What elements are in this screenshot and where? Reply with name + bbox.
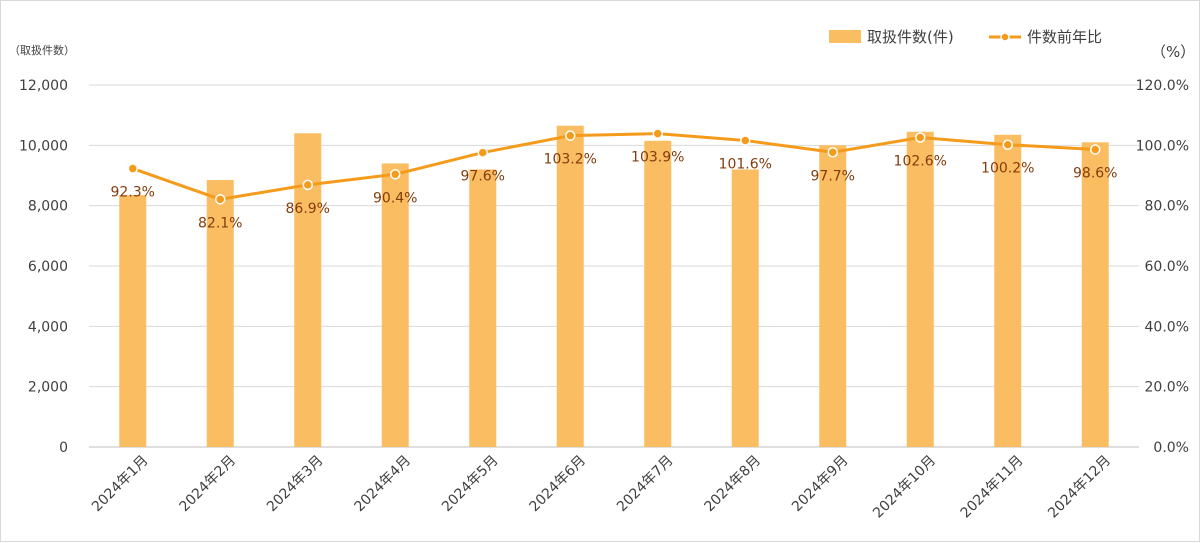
x-tick-label: 2024年11月	[958, 453, 1027, 522]
bar	[119, 195, 147, 447]
y-tick-label: 0	[59, 440, 68, 456]
y-tick-label: 10,000	[19, 138, 68, 154]
bar-series	[119, 125, 1109, 448]
bar	[819, 145, 847, 448]
y2-tick-label: 100.0%	[1136, 138, 1189, 154]
y-axis-left: 0 2,000 4,000 6,000 8,000 10,000 12,000	[19, 78, 68, 456]
y-tick-label: 6,000	[28, 259, 68, 275]
y-axis-right: 0.0% 20.0% 40.0% 60.0% 80.0% 100.0% 120.0%	[1136, 78, 1189, 456]
y2-tick-label: 120.0%	[1136, 78, 1189, 94]
line-point	[127, 163, 138, 174]
gridlines	[89, 84, 1139, 448]
legend: 取扱件数(件) 件数前年比	[829, 28, 1102, 46]
bar	[1081, 142, 1109, 448]
line-point	[1002, 139, 1013, 150]
line-point	[652, 128, 663, 139]
x-tick-label: 2024年8月	[701, 453, 764, 516]
bar	[906, 131, 934, 447]
line-series	[127, 128, 1101, 205]
x-tick-label: 2024年9月	[789, 453, 852, 516]
x-tick-label: 2024年12月	[1045, 453, 1114, 522]
y-tick-label: 12,000	[19, 78, 68, 94]
bar	[731, 169, 759, 447]
x-tick-label: 2024年3月	[264, 453, 327, 516]
line-point	[740, 135, 751, 146]
line-point	[565, 130, 576, 141]
line-point	[302, 179, 313, 191]
line-path	[132, 132, 1096, 201]
data-label: 98.6%	[1073, 166, 1117, 182]
x-tick-label: 2024年6月	[526, 453, 589, 516]
y-tick-label: 4,000	[28, 319, 68, 335]
data-label: 97.6%	[461, 169, 505, 185]
line-point	[827, 147, 838, 158]
bar	[644, 140, 672, 447]
data-label: 103.2%	[544, 152, 597, 168]
data-label: 102.6%	[894, 153, 947, 169]
x-tick-label: 2024年5月	[439, 453, 502, 516]
x-tick-label: 2024年2月	[176, 453, 239, 516]
line-point	[390, 169, 401, 180]
data-label: 90.4%	[373, 190, 417, 206]
bar	[381, 163, 409, 447]
x-axis: 2024年1月 2024年2月 2024年3月 2024年4月 2024年5月 2024年…	[89, 453, 1114, 522]
x-tick-label: 2024年10月	[870, 453, 939, 522]
bar	[469, 169, 497, 447]
legend-bar-label: 取扱件数(件)	[867, 28, 954, 46]
bar	[556, 125, 584, 447]
data-label: 103.9%	[631, 150, 684, 166]
data-label: 101.6%	[719, 157, 772, 173]
data-label: 82.1%	[198, 215, 242, 231]
y2-axis-title: （%）	[1151, 43, 1195, 61]
line-point	[915, 132, 926, 143]
y2-tick-label: 60.0%	[1145, 259, 1189, 275]
line-point	[215, 194, 226, 205]
y-axis-title: （取扱件数）	[9, 43, 75, 57]
y2-tick-label: 0.0%	[1153, 440, 1189, 456]
line-point	[1090, 144, 1101, 155]
x-tick-label: 2024年1月	[89, 453, 152, 516]
data-label: 86.9%	[286, 201, 330, 217]
bar	[206, 180, 234, 447]
data-label: 92.3%	[111, 185, 155, 201]
y2-tick-label: 40.0%	[1145, 319, 1189, 335]
y-tick-label: 8,000	[28, 199, 68, 215]
data-label: 100.2%	[981, 161, 1034, 177]
bar	[994, 134, 1022, 447]
data-labels: 92.3% 82.1% 86.9% 90.4% 97.6% 103.2% 103.9% 101…	[111, 150, 1118, 232]
x-tick-label: 2024年4月	[351, 453, 414, 516]
data-label: 97.7%	[811, 168, 855, 184]
line-point	[477, 147, 488, 158]
y2-tick-label: 20.0%	[1145, 380, 1189, 396]
y2-tick-label: 80.0%	[1145, 199, 1189, 215]
legend-line-label: 件数前年比	[1027, 28, 1102, 46]
legend-line-marker	[1000, 32, 1010, 42]
y-tick-label: 2,000	[28, 380, 68, 396]
legend-bar-swatch	[829, 30, 861, 43]
x-tick-label: 2024年7月	[614, 453, 677, 516]
